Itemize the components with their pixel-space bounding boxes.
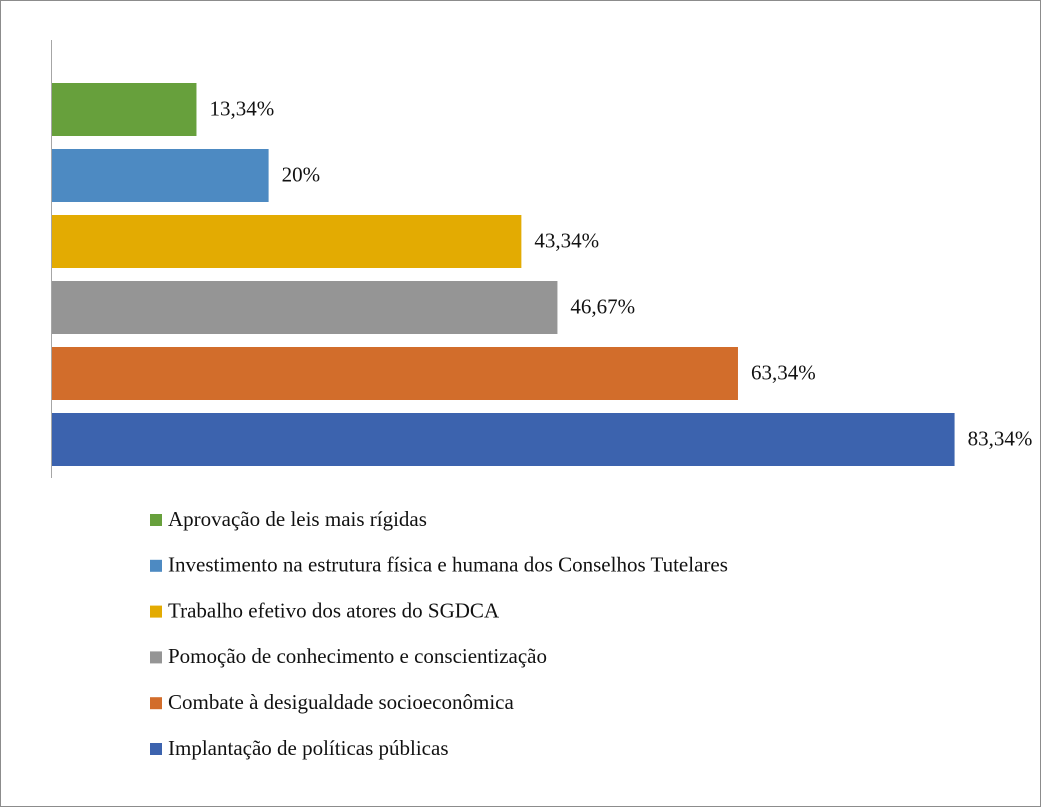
legend-label: Implantação de políticas públicas: [168, 736, 449, 760]
bar: [52, 281, 558, 334]
value-label: 63,34%: [751, 360, 816, 384]
bar: [52, 83, 197, 136]
legend-label: Aprovação de leis mais rígidas: [168, 507, 427, 531]
legend-swatch: [150, 651, 162, 664]
value-label: 43,34%: [534, 228, 599, 252]
legend-swatch: [150, 514, 162, 526]
value-label: 20%: [282, 162, 321, 186]
legend-label: Combate à desigualdade socioeconômica: [168, 690, 514, 714]
legend-label: Investimento na estrutura física e human…: [168, 553, 728, 577]
bar: [52, 413, 955, 466]
legend-label: Trabalho efetivo dos atores do SGDCA: [168, 598, 500, 622]
legend-swatch: [150, 743, 162, 755]
legend-swatch: [150, 697, 162, 710]
legend-label: Pomoção de conhecimento e conscientizaçã…: [168, 644, 547, 668]
value-label: 13,34%: [209, 96, 274, 120]
value-label: 83,34%: [968, 426, 1033, 450]
value-label: 46,67%: [570, 294, 635, 318]
legend-swatch: [150, 559, 162, 572]
bar: [52, 347, 738, 400]
bar: [52, 149, 269, 202]
legend-swatch: [150, 605, 162, 618]
bar: [52, 215, 522, 268]
